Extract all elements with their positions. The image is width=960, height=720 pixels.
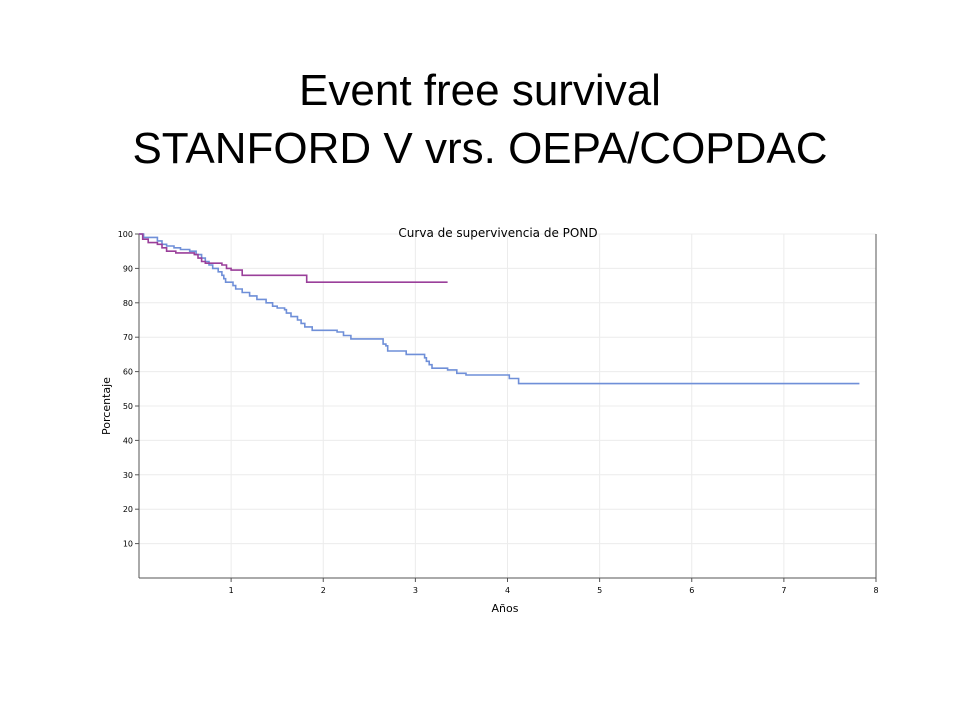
y-tick-label: 70	[123, 333, 133, 342]
x-tick-label: 7	[781, 586, 786, 595]
survival-curve-1	[139, 233, 860, 385]
grid-lines	[139, 233, 877, 578]
y-tick-label: 20	[123, 505, 133, 514]
y-tick-label: 90	[123, 264, 133, 273]
y-tick-label: 80	[123, 299, 133, 308]
x-tick-label: 3	[413, 586, 418, 595]
axes	[135, 233, 877, 582]
x-tick-label: 4	[505, 586, 510, 595]
y-tick-label: 40	[123, 436, 133, 445]
slide-title-line-1: Event free survival	[299, 66, 661, 115]
x-tick-label: 8	[873, 586, 878, 595]
slide-title-line-2: STANFORD V vrs. OEPA/COPDAC	[132, 124, 828, 173]
series-lines	[139, 233, 860, 385]
x-tick-label: 5	[597, 586, 602, 595]
x-axis-title: Años	[492, 602, 519, 615]
slide-title: Event free survival STANFORD V vrs. OEPA…	[0, 62, 960, 178]
y-tick-label: 30	[123, 471, 133, 480]
y-tick-label: 10	[123, 540, 133, 549]
y-tick-label: 50	[123, 402, 133, 411]
y-axis-title: Porcentaje	[100, 377, 113, 435]
chart-title: Curva de supervivencia de POND	[398, 226, 597, 240]
tick-labels: 10 20 30 40 50 60 70 80 90 100 1 2 3 4 5 6 7 8	[118, 230, 879, 595]
x-tick-label: 2	[321, 586, 326, 595]
y-tick-label: 60	[123, 368, 133, 377]
survival-curve-2	[139, 233, 448, 283]
y-tick-label: 100	[118, 230, 133, 239]
x-tick-label: 6	[689, 586, 694, 595]
x-tick-label: 1	[229, 586, 234, 595]
